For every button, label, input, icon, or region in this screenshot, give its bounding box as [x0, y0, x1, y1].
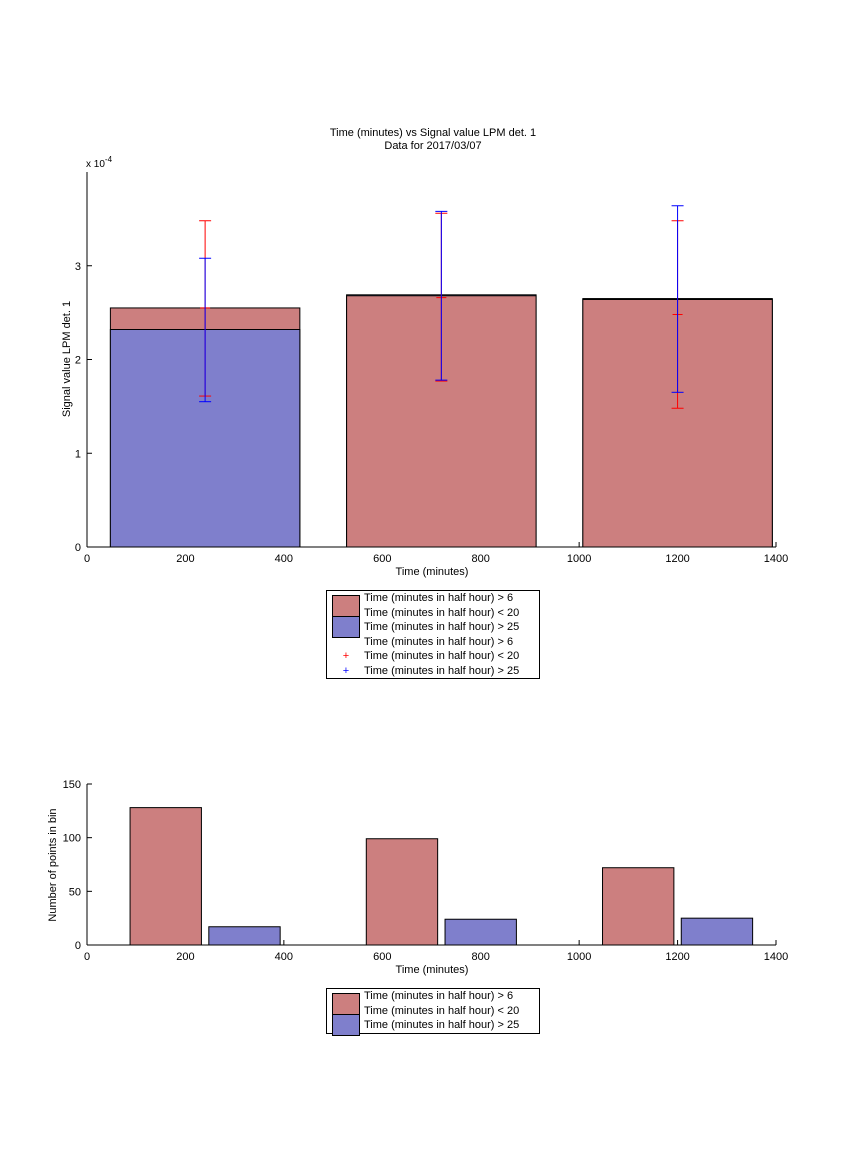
bar-red — [365, 838, 439, 946]
x-tick-label: 600 — [373, 553, 391, 565]
legend-label: Time (minutes in half hour) < 20 — [364, 606, 520, 619]
bar-blue — [208, 926, 281, 946]
x-tick-label: 1200 — [665, 553, 689, 565]
legend-signal: Time (minutes in half hour) > 6 Time (mi… — [326, 590, 540, 679]
y-axis-label: Number of points in bin — [47, 808, 59, 921]
legend-swatch-blue — [332, 1014, 360, 1036]
legend-swatch-blue — [332, 616, 360, 638]
x-tick-label: 800 — [472, 553, 490, 565]
y-axis-label: Signal value LPM det. 1 — [61, 301, 73, 417]
x-tick-label: 200 — [176, 553, 194, 565]
count-chart: 0 200 400 600 800 1000 1200 1400 0 50 100 150 Time … — [47, 779, 789, 976]
bar-red — [602, 867, 675, 946]
y-tick-label: 100 — [63, 833, 81, 845]
legend-label: Time (minutes in half hour) > 25 — [364, 621, 520, 633]
y-tick-label: 150 — [63, 779, 81, 791]
legend-marker-red: + — [342, 650, 350, 662]
legend-count: Time (minutes in half hour) > 6 Time (mi… — [326, 988, 540, 1036]
x-tick-label: 800 — [472, 951, 490, 963]
y-tick-label: 1 — [75, 448, 81, 460]
x-tick-label: 400 — [275, 951, 293, 963]
x-tick-label: 1200 — [665, 951, 689, 963]
legend-label: Time (minutes in half hour) > 25 — [364, 1019, 520, 1031]
y-tick-label: 50 — [69, 886, 81, 898]
x-tick-label: 0 — [84, 553, 90, 565]
y-tick-label: 2 — [75, 355, 81, 367]
bar-blue — [680, 917, 754, 946]
x-tick-label: 0 — [84, 951, 90, 963]
x-tick-label: 1000 — [567, 951, 591, 963]
bar-red — [129, 807, 202, 946]
x-axis-label: Time (minutes) — [396, 566, 469, 578]
y-tick-label: 3 — [75, 261, 81, 273]
y-tick-label: 0 — [75, 542, 81, 554]
bars-group — [109, 294, 773, 548]
errorbars-group — [199, 205, 684, 409]
signal-chart: Time (minutes) vs Signal value LPM det. … — [61, 127, 788, 578]
x-axis-label: Time (minutes) — [396, 964, 469, 976]
legend-marker-blue: + — [342, 664, 350, 677]
legend-label: Time (minutes in half hour) > 6 — [364, 990, 514, 1002]
x-tick-label: 400 — [275, 553, 293, 565]
legend-label: Time (minutes in half hour) > 25 — [364, 664, 520, 677]
x-tick-label: 1400 — [764, 951, 788, 963]
y-exponent-label: x 10-4 — [86, 155, 113, 170]
plot-area: 0 200 400 600 800 1000 1200 1400 0 50 100 150 — [63, 779, 789, 963]
chart-subtitle: Data for 2017/03/07 — [384, 140, 481, 152]
bar-blue — [444, 918, 517, 946]
y-tick-label: 0 — [75, 940, 81, 952]
plot-area: 0 200 400 600 800 1000 1200 1400 0 1 2 3 — [75, 172, 788, 565]
legend-label: Time (minutes in half hour) < 20 — [364, 1004, 520, 1017]
x-tick-label: 600 — [373, 951, 391, 963]
chart-title: Time (minutes) vs Signal value LPM det. … — [330, 127, 536, 139]
x-tick-label: 1000 — [567, 553, 591, 565]
legend-label: Time (minutes in half hour) > 6 — [364, 635, 514, 648]
legend-label: Time (minutes in half hour) > 6 — [364, 592, 514, 604]
x-tick-label: 200 — [176, 951, 194, 963]
legend-label: Time (minutes in half hour) < 20 — [364, 650, 520, 662]
bars-group — [129, 807, 754, 946]
x-tick-label: 1400 — [764, 553, 788, 565]
